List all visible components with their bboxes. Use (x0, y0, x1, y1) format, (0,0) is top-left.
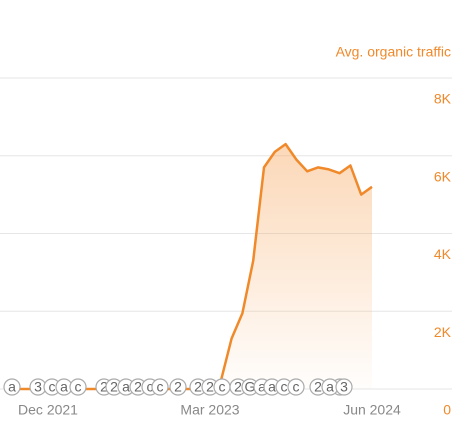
annotation-label: 2 (174, 379, 182, 395)
area (4, 144, 373, 389)
annotation-label: 2 (194, 379, 202, 395)
y-tick-label: 2K (434, 324, 452, 340)
annotation-label: 2 (314, 379, 322, 395)
annotation-label: a (60, 379, 68, 395)
annotation-label: a (258, 379, 266, 395)
annotation-label: c (157, 379, 164, 395)
x-tick-label: Jun 2024 (343, 402, 401, 418)
annotation-label: 2 (234, 379, 242, 395)
annotation-label: a (326, 379, 334, 395)
annotation-label: 3 (340, 379, 348, 395)
annotations: a3cac22a2cc222c2Gaacc22a3 (3, 378, 353, 396)
x-tick-label: Dec 2021 (18, 402, 78, 418)
y-tick-label: 4K (434, 246, 452, 262)
annotation-marker (151, 378, 169, 396)
annotation-label: c (219, 379, 226, 395)
annotation-label: 3 (34, 379, 42, 395)
annotation-label: G (245, 379, 256, 395)
annotation-label: 2 (100, 379, 108, 395)
x-tick-label: Mar 2023 (180, 402, 239, 418)
annotation-label: 2 (206, 379, 214, 395)
chart-title: Avg. organic traffic (336, 44, 451, 60)
y-tick-label: 0 (443, 402, 451, 418)
annotation-label: a (268, 379, 276, 395)
annotation-label: 2 (134, 379, 142, 395)
annotation-label: a (8, 379, 16, 395)
annotation-marker (335, 378, 353, 396)
annotation-label: c (147, 379, 154, 395)
y-tick-label: 8K (434, 91, 452, 107)
annotation-marker (3, 378, 21, 396)
annotation-marker (69, 378, 87, 396)
annotation-label: c (293, 379, 300, 395)
annotation-label: c (49, 379, 56, 395)
annotation-label: a (122, 379, 130, 395)
annotation-label: c (281, 379, 288, 395)
annotation-marker (169, 378, 187, 396)
annotation-marker (287, 378, 305, 396)
y-tick-label: 6K (434, 168, 452, 184)
annotation-label: 2 (110, 379, 118, 395)
annotation-label: c (75, 379, 82, 395)
